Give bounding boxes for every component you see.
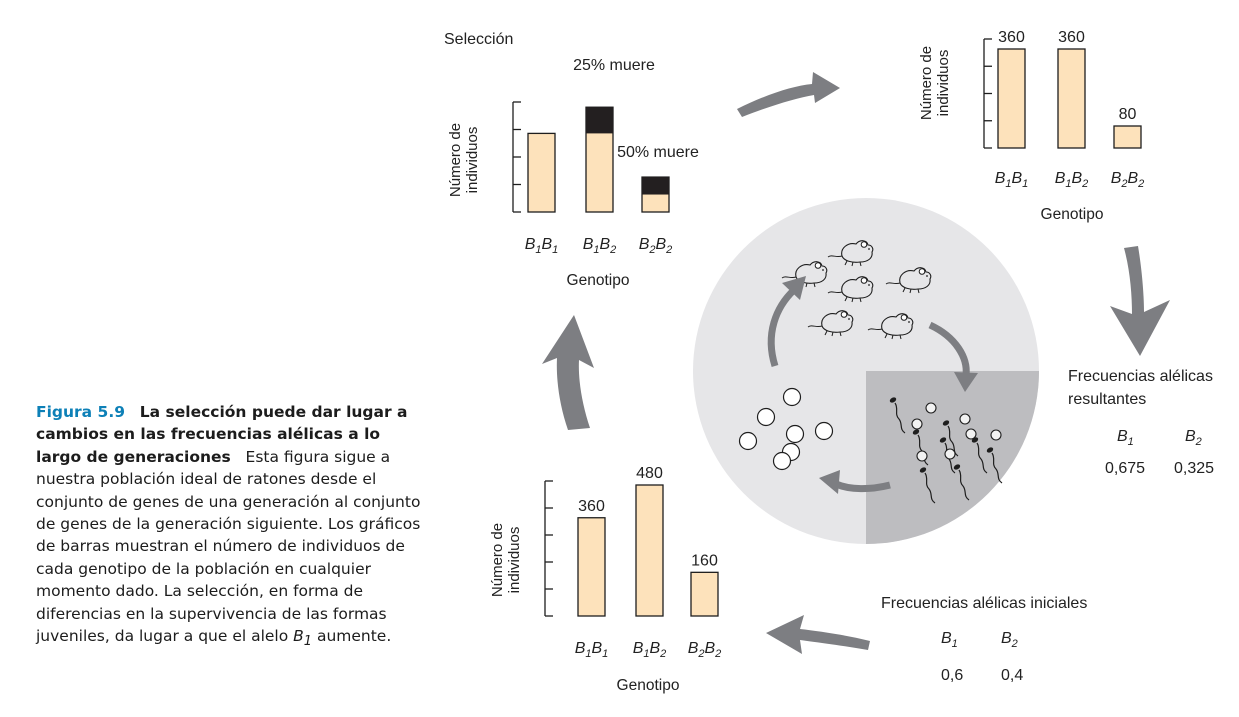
genotype-tick-label: B1B1 [995, 170, 1029, 190]
annotation-50-percent: 50% muere [617, 144, 699, 161]
initial-b1-label: B1 [941, 630, 958, 650]
small-egg-icon [911, 402, 1002, 462]
selection-title: Selección [444, 31, 513, 48]
initial-title: Frecuencias alélicas iniciales [881, 595, 1087, 612]
resulting-b2-label: B2 [1185, 428, 1202, 448]
initial-y-axis [544, 480, 553, 617]
resulting-frequencies: Frecuencias alélicas resultantes B1 B2 0… [1068, 368, 1214, 477]
result-data-label: 360 [1058, 29, 1085, 46]
initial-ylabel: Número de individuos [489, 523, 523, 597]
initial-data-label: 160 [691, 552, 718, 569]
initial-x-ticks: B1B1 B1B2 B2B2 [575, 640, 722, 660]
result-xlabel: Genotipo [1041, 206, 1104, 223]
cycle-arrow-icon [767, 276, 978, 494]
selection-dead-portion [642, 177, 669, 195]
selection-y-axis [512, 101, 521, 213]
genotype-tick-label: B1B1 [575, 640, 609, 660]
initial-frequencies: Frecuencias alélicas iniciales B1 B2 0,6… [881, 595, 1087, 684]
initial-b1-value: 0,6 [941, 667, 963, 684]
resulting-b2-value: 0,325 [1174, 460, 1214, 477]
resulting-title-line1: Frecuencias alélicas [1068, 368, 1213, 385]
result-bars: 360 360 80 [997, 29, 1142, 149]
resulting-title-line2: resultantes [1068, 391, 1146, 408]
genotype-tick-label: B2B2 [688, 640, 722, 660]
result-y-axis [983, 38, 992, 149]
initial-bar [690, 571, 719, 617]
result-data-label: 360 [998, 29, 1025, 46]
selection-dead-portion [586, 107, 613, 134]
arrow-result-to-frequencies [1110, 246, 1170, 356]
genotype-tick-label: B1B2 [583, 236, 617, 256]
selection-ylabel: Número de individuos [447, 123, 481, 197]
resulting-b1-label: B1 [1117, 428, 1134, 448]
annotation-25-percent: 25% muere [573, 57, 655, 74]
caption-title: La selección puede dar lugar a cambios e… [36, 403, 408, 466]
result-ylabel: Número de individuos [918, 46, 952, 120]
result-data-label: 80 [1119, 106, 1137, 123]
arrow-selection-to-result [737, 72, 840, 117]
figure-caption: Figura 5.9 La selección puede dar lugar … [36, 401, 421, 654]
genotype-tick-label: B2B2 [639, 236, 673, 256]
svg-text:Número de: Número de [918, 46, 935, 120]
initial-bars: 360 480 160 [577, 465, 719, 617]
genotype-tick-label: B1B2 [1055, 170, 1089, 190]
initial-xlabel: Genotipo [617, 677, 680, 694]
caption-body-end: aumente. [312, 627, 392, 646]
svg-text:Número de: Número de [489, 523, 506, 597]
arrow-chart-to-selection [542, 315, 594, 430]
svg-text:individuos: individuos [506, 527, 523, 594]
arrow-initial-to-chart [766, 615, 870, 654]
initial-bar [635, 484, 664, 617]
caption-figure-number: Figura 5.9 [36, 403, 125, 421]
result-chart: Número de individuos 360 360 80 B1B1 B1B2 B2… [918, 29, 1144, 223]
genotype-tick-label: B2B2 [1111, 170, 1145, 190]
result-bar [1057, 48, 1086, 149]
resulting-b1-value: 0,675 [1105, 460, 1145, 477]
selection-chart: Selección Número de individuos 25% muere… [444, 31, 699, 289]
svg-text:individuos: individuos [935, 50, 952, 117]
result-bar [997, 48, 1026, 149]
initial-bar [577, 517, 606, 617]
result-x-ticks: B1B1 B1B2 B2B2 [995, 170, 1145, 190]
genotype-tick-label: B1B1 [525, 236, 559, 256]
selection-x-ticks: B1B1 B1B2 B2B2 [525, 236, 673, 256]
initial-b2-value: 0,4 [1001, 667, 1023, 684]
selection-bar [527, 132, 556, 213]
caption-body: Esta figura sigue a nuestra población id… [36, 447, 421, 646]
egg-icon [738, 387, 834, 471]
result-bar [1113, 125, 1142, 149]
caption-allele: B1 [293, 627, 313, 650]
initial-b2-label: B2 [1001, 630, 1018, 650]
svg-text:individuos: individuos [464, 127, 481, 194]
initial-data-label: 480 [636, 465, 663, 482]
genotype-tick-label: B1B2 [633, 640, 667, 660]
selection-xlabel: Genotipo [567, 272, 630, 289]
initial-data-label: 360 [578, 498, 605, 515]
selection-bars [527, 106, 670, 213]
svg-text:Número de: Número de [447, 123, 464, 197]
